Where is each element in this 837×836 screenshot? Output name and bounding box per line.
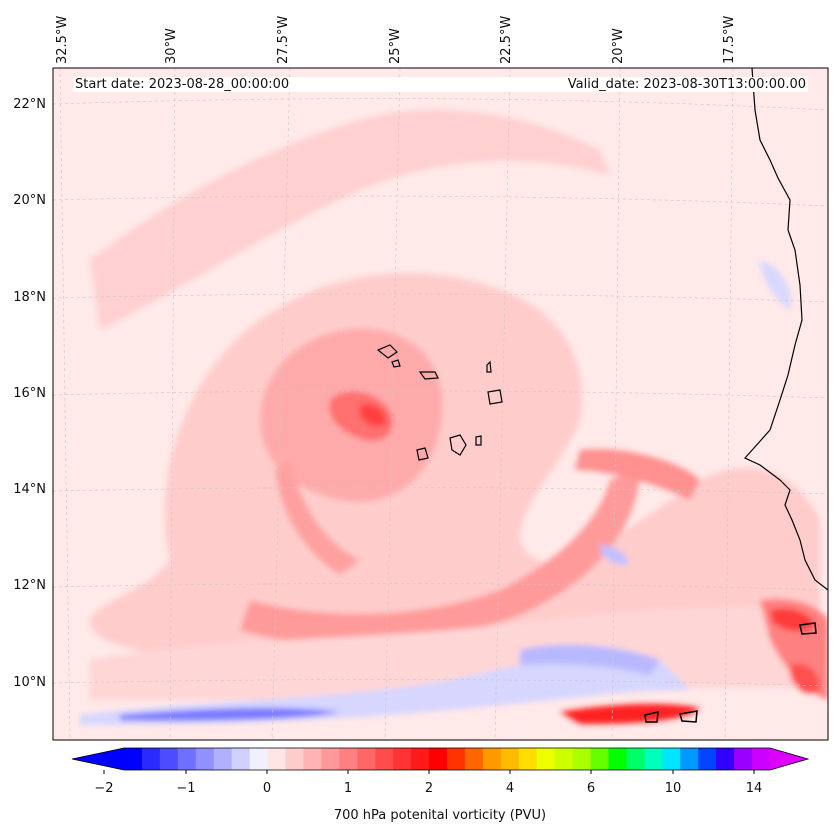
- colorbar-swatch: [375, 748, 394, 770]
- negative-pv-east: [520, 644, 660, 675]
- colorbar-swatch: [662, 748, 681, 770]
- colorbar-swatch: [159, 748, 179, 770]
- colorbar-swatch: [698, 748, 717, 770]
- pv-core-peak: [360, 403, 387, 427]
- colorbar-swatch: [213, 748, 233, 770]
- african-coastline: [744, 68, 828, 591]
- pv-blob-se: [790, 663, 820, 694]
- lat-label-18n: 18°N: [13, 290, 46, 305]
- colorbar-swatch: [716, 748, 735, 770]
- colorbar-swatch: [447, 748, 466, 770]
- colorbar-swatch: [124, 748, 143, 770]
- colorbar-swatch: [590, 748, 609, 770]
- colorbar-min-extend: [72, 748, 124, 770]
- colorbar-swatch: [554, 748, 574, 770]
- colorbar-max-extend: [770, 748, 808, 770]
- colorbar-swatch: [393, 748, 412, 770]
- pv-strong-southeast: [560, 703, 700, 725]
- colorbar-swatch: [752, 748, 771, 770]
- colorbar-title: 700 hPa potenital vorticity (PVU): [333, 808, 547, 823]
- colorbar-swatch: [536, 748, 556, 770]
- map-border: [52, 67, 829, 741]
- pv-spiral-arm: [240, 470, 640, 646]
- lon-label-27.5w: 27.5°W: [276, 15, 291, 64]
- negative-pv-band: [80, 656, 690, 725]
- negative-pv-coast: [760, 260, 791, 310]
- lon-label-30w: 30°W: [164, 28, 179, 64]
- colorbar-swatch: [644, 748, 663, 770]
- colorbar-swatch: [285, 748, 304, 770]
- colorbar-swatch: [734, 748, 753, 770]
- colorbar-swatch: [411, 748, 430, 770]
- start-date-label: Start date: 2023-08-28_00:00:00: [73, 77, 549, 92]
- colorbar-swatch: [321, 748, 340, 770]
- cb-tick-label: 2: [424, 781, 434, 796]
- lat-label-10n: 10°N: [13, 675, 46, 690]
- map-area[interactable]: [53, 68, 828, 740]
- lon-label-32.5w: 32.5°W: [55, 15, 70, 64]
- colorbar-swatch: [482, 748, 502, 770]
- colorbar-swatch: [249, 748, 269, 770]
- lon-label-22.5w: 22.5°W: [499, 15, 514, 64]
- colorbar-swatch: [518, 748, 538, 770]
- southeast-islands: [644, 622, 817, 723]
- colorbar-swatch: [608, 748, 627, 770]
- cb-tick-label: 4: [505, 781, 515, 796]
- colorbar-outline: [71, 747, 810, 771]
- colorbar-swatch: [339, 748, 358, 770]
- lon-label-20w: 20°W: [611, 28, 626, 64]
- lon-label-17.5w: 17.5°W: [722, 15, 737, 64]
- colorbar-swatch: [429, 748, 448, 770]
- pv-swirl-outer: [90, 273, 820, 669]
- valid-date-label: Valid_date: 2023-08-30T13:00:00.00: [541, 77, 808, 92]
- negative-pv-core: [120, 708, 340, 721]
- lat-label-16n: 16°N: [13, 386, 46, 401]
- cape-verde-islands: [376, 344, 503, 461]
- colorbar-swatch: [267, 748, 286, 770]
- colorbar-swatch: [231, 748, 251, 770]
- colorbar-swatch: [141, 748, 161, 770]
- pv-band-northwest: [90, 110, 610, 330]
- colorbar-swatch: [357, 748, 376, 770]
- colorbar-swatch: [626, 748, 645, 770]
- colorbar-swatch: [177, 748, 197, 770]
- colorbar-swatch: [572, 748, 592, 770]
- cb-tick-label: −2: [94, 781, 114, 796]
- cb-tick-label: 0: [262, 781, 272, 796]
- cb-tick-label: 1: [343, 781, 353, 796]
- lat-label-20n: 20°N: [13, 193, 46, 208]
- graticule: [53, 68, 828, 740]
- colorbar: [71, 747, 810, 774]
- lat-label-22n: 22°N: [13, 97, 46, 112]
- cb-tick-label: 6: [586, 781, 596, 796]
- pv-arm-east: [575, 449, 700, 500]
- lat-label-12n: 12°N: [13, 578, 46, 593]
- lat-label-14n: 14°N: [13, 482, 46, 497]
- lon-label-25w: 25°W: [388, 28, 403, 64]
- pv-coastal-blob: [770, 608, 815, 632]
- colorbar-swatch: [464, 748, 484, 770]
- cb-tick-label: 10: [664, 781, 682, 796]
- colorbar-swatch: [500, 748, 520, 770]
- cb-tick-label: −1: [176, 781, 196, 796]
- colorbar-swatch: [303, 748, 322, 770]
- colorbar-swatch: [680, 748, 699, 770]
- pv-arm-west: [275, 460, 360, 575]
- cb-tick-label: 14: [745, 781, 763, 796]
- colorbar-swatch: [195, 748, 215, 770]
